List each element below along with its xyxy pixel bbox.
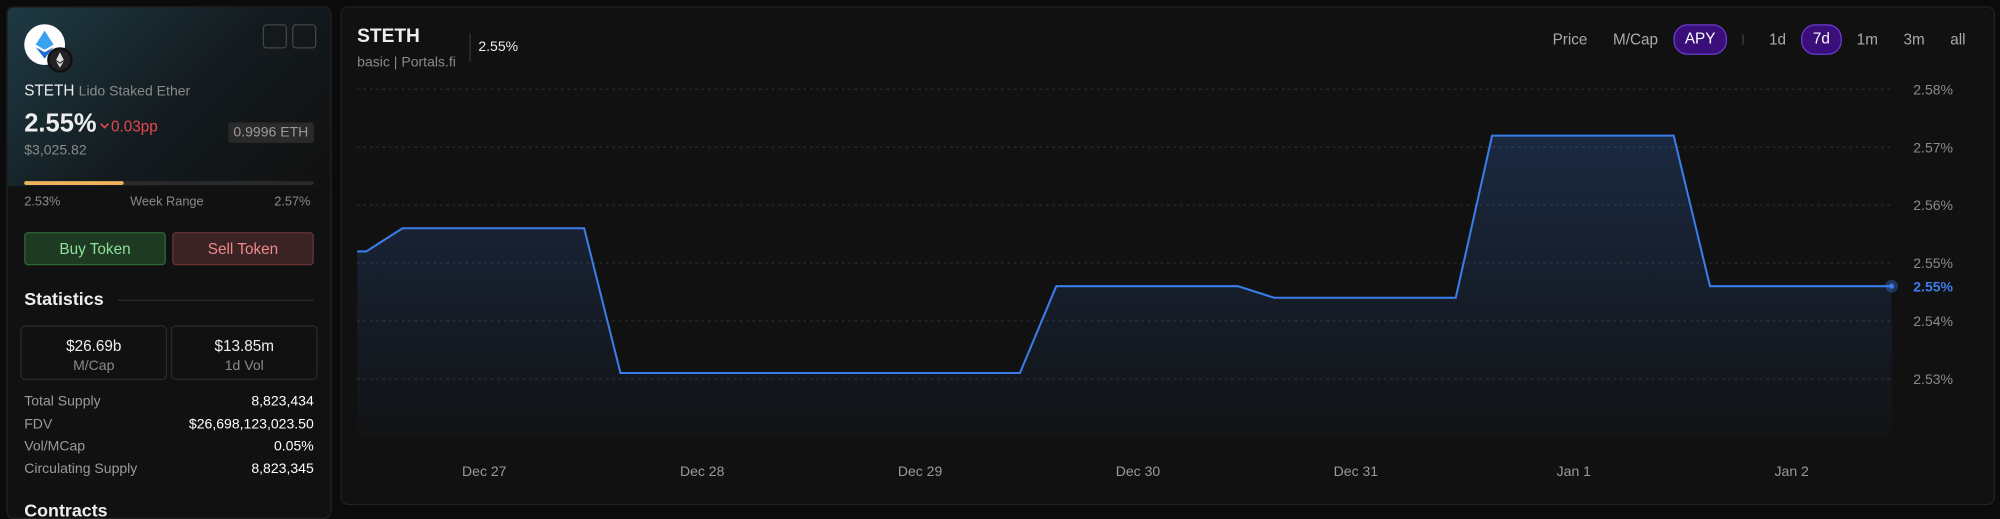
range-toggle[interactable]: 3m (1903, 30, 1925, 49)
current-value-label: 2.55% (1913, 278, 1953, 294)
toggles: Price M/Cap APY 1d 7d 1m 3m all (1542, 24, 1975, 55)
token-logo (24, 24, 73, 73)
area (357, 135, 1892, 437)
stat-row-value: 8,823,345 (251, 461, 314, 477)
range-toggle[interactable]: 1d (1769, 30, 1787, 49)
y-tick-label: 2.56% (1913, 197, 1953, 213)
token-name-row: STETH Lido Staked Ether (24, 82, 190, 100)
eth-price: 0.9996 ETH (228, 122, 314, 143)
stat-value: $13.85m (214, 336, 275, 355)
token-name: Lido Staked Ether (78, 84, 191, 100)
range-fill (24, 181, 124, 185)
statistics-title: Statistics (24, 288, 104, 309)
stat-row-label: Circulating Supply (24, 461, 138, 477)
range-toggle[interactable]: all (1950, 30, 1966, 49)
metric-toggle[interactable]: M/Cap (1612, 30, 1659, 49)
token-panel: STETH Lido Staked Ether 2.55% 0.03pp $3,… (6, 6, 332, 519)
x-tick-label: Dec 31 (1334, 463, 1379, 479)
x-tick-label: Dec 30 (1116, 463, 1161, 479)
line (357, 134, 1892, 375)
y-tick-label: 2.55% (1913, 255, 1953, 271)
stat-row: Vol/MCap 0.05% (24, 439, 314, 454)
x-tick-label: Dec 27 (462, 463, 507, 479)
metric-toggle[interactable]: Price (1552, 30, 1588, 49)
range-toggle[interactable]: 7d (1801, 24, 1842, 55)
stat-label: M/Cap (73, 358, 115, 374)
y-tick-label: 2.57% (1913, 139, 1953, 155)
divider (117, 299, 314, 302)
range-toggle[interactable]: 1m (1856, 30, 1878, 49)
stat-row-value: 0.05% (273, 438, 314, 455)
range-high: 2.57% (274, 195, 311, 210)
sell-button[interactable]: Sell Token (172, 232, 314, 266)
y-tick-label: 2.54% (1913, 313, 1953, 329)
current-point-core (1889, 283, 1895, 289)
range-label: Week Range (130, 195, 204, 210)
buy-button[interactable]: Buy Token (24, 232, 166, 266)
copy-button[interactable] (262, 24, 287, 49)
apy-value: 2.55% (24, 109, 97, 138)
price: $3,025.82 (24, 142, 87, 159)
stat-row-value: 8,823,434 (251, 394, 314, 410)
symbol: STETH (24, 81, 75, 100)
x-tick-label: Dec 28 (680, 463, 725, 479)
stat-row: Circulating Supply 8,823,345 (24, 461, 314, 476)
stat-row-label: FDV (24, 416, 53, 432)
share-button[interactable] (292, 24, 317, 49)
stat-row: FDV $26,698,123,023.50 (24, 416, 314, 431)
stat-label: 1d Vol (224, 358, 264, 374)
stat-row-value: $26,698,123,023.50 (188, 416, 314, 432)
y-tick-label: 2.58% (1913, 81, 1953, 97)
down-chevron (100, 123, 110, 129)
y-tick-label: 2.53% (1913, 371, 1953, 387)
stat-card: $13.85m 1d Vol (170, 325, 318, 381)
x-tick-label: Jan 2 (1775, 463, 1809, 479)
stat-row: Total Supply 8,823,434 (24, 394, 314, 409)
chart-subtitle: basic | Portals.fi (357, 54, 456, 71)
stat-row-label: Vol/MCap (24, 438, 86, 455)
separator (469, 33, 471, 62)
range-track (24, 181, 314, 185)
x-tick-label: Jan 1 (1557, 463, 1591, 479)
x-tick-label: Dec 29 (898, 463, 943, 479)
current-value: 2.55% (478, 39, 519, 55)
chart-title: STETH (357, 25, 420, 48)
stat-value: $26.69b (66, 336, 122, 355)
toggle-separator (1742, 34, 1744, 45)
apy-change: 0.03pp (110, 117, 158, 136)
range-low: 2.53% (24, 195, 61, 210)
metric-toggle[interactable]: APY (1673, 24, 1727, 55)
stat-row-label: Total Supply (24, 394, 101, 410)
stat-card: $26.69b M/Cap (20, 325, 168, 381)
